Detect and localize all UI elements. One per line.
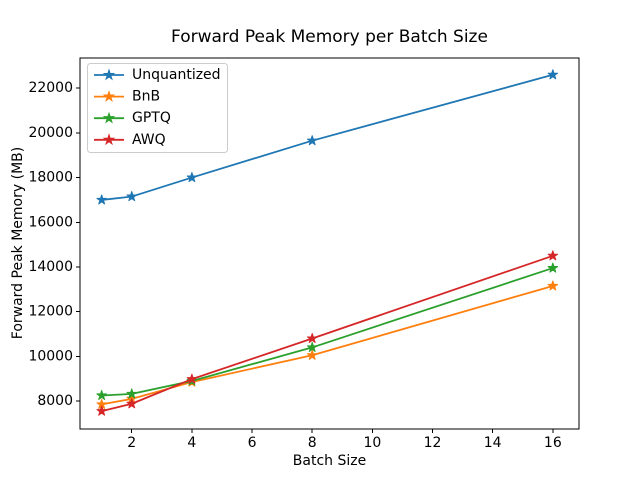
legend-marker <box>102 111 116 124</box>
legend-entry-unquantized: Unquantized <box>94 67 221 83</box>
x-axis: 2 4 6 8 10 12 14 16 <box>127 429 562 451</box>
y-tick-label: 18000 <box>28 170 73 186</box>
legend-entry-gptq: GPTQ <box>94 110 171 126</box>
data-point-marker <box>547 280 559 291</box>
x-tick-label: 6 <box>248 435 257 451</box>
x-tick-label: 10 <box>363 435 381 451</box>
data-point-marker <box>126 191 137 202</box>
data-point-marker <box>96 389 107 401</box>
data-point-marker <box>547 250 559 261</box>
x-tick-label: 12 <box>424 435 442 451</box>
y-tick-label: 8000 <box>37 393 73 409</box>
y-tick-label: 12000 <box>28 304 73 320</box>
data-point-marker <box>306 349 318 360</box>
chart-title: Forward Peak Memory per Batch Size <box>171 27 488 47</box>
legend-marker <box>102 133 116 146</box>
y-tick-label: 20000 <box>28 125 73 141</box>
legend: Unquantized BnB GPTQ AWQ <box>87 63 228 153</box>
legend-box <box>87 63 228 153</box>
legend-entry-awq: AWQ <box>94 132 166 148</box>
x-tick-label: 8 <box>308 435 317 451</box>
data-point-marker <box>547 69 559 80</box>
x-tick-label: 2 <box>127 435 136 451</box>
y-tick-label: 22000 <box>28 80 73 96</box>
data-point-marker <box>186 172 198 183</box>
series-awq <box>96 250 559 416</box>
y-tick-label: 10000 <box>28 348 73 364</box>
data-point-marker <box>96 194 107 205</box>
x-axis-label: Batch Size <box>292 453 367 469</box>
x-tick-label: 14 <box>484 435 502 451</box>
legend-marker <box>102 68 116 81</box>
data-point-marker <box>126 388 137 399</box>
data-point-marker <box>306 135 318 146</box>
y-tick-label: 16000 <box>28 214 73 230</box>
data-point-marker <box>96 405 107 416</box>
legend-label: AWQ <box>132 132 166 148</box>
data-point-marker <box>306 341 318 352</box>
series-line <box>100 267 554 397</box>
series-unquantized <box>96 69 559 205</box>
legend-entry-bnb: BnB <box>94 89 160 105</box>
legend-marker <box>102 89 116 102</box>
data-point-marker <box>306 332 318 344</box>
series-gptq <box>96 262 559 401</box>
x-tick-label: 4 <box>187 435 196 451</box>
legend-label: BnB <box>132 89 160 105</box>
data-point-marker <box>186 373 198 384</box>
legend-label: Unquantized <box>132 67 221 83</box>
data-point-marker <box>126 398 137 409</box>
legend-label: GPTQ <box>132 110 171 126</box>
data-point-marker <box>547 262 559 273</box>
plot-area <box>79 57 580 430</box>
x-tick-label: 16 <box>544 435 562 451</box>
y-tick-label: 14000 <box>28 259 73 275</box>
y-axis-label: Forward Peak Memory (MB) <box>10 146 26 340</box>
y-axis: 8000 10000 12000 14000 16000 18000 20000 22000 <box>28 80 80 409</box>
series-line <box>100 254 554 413</box>
